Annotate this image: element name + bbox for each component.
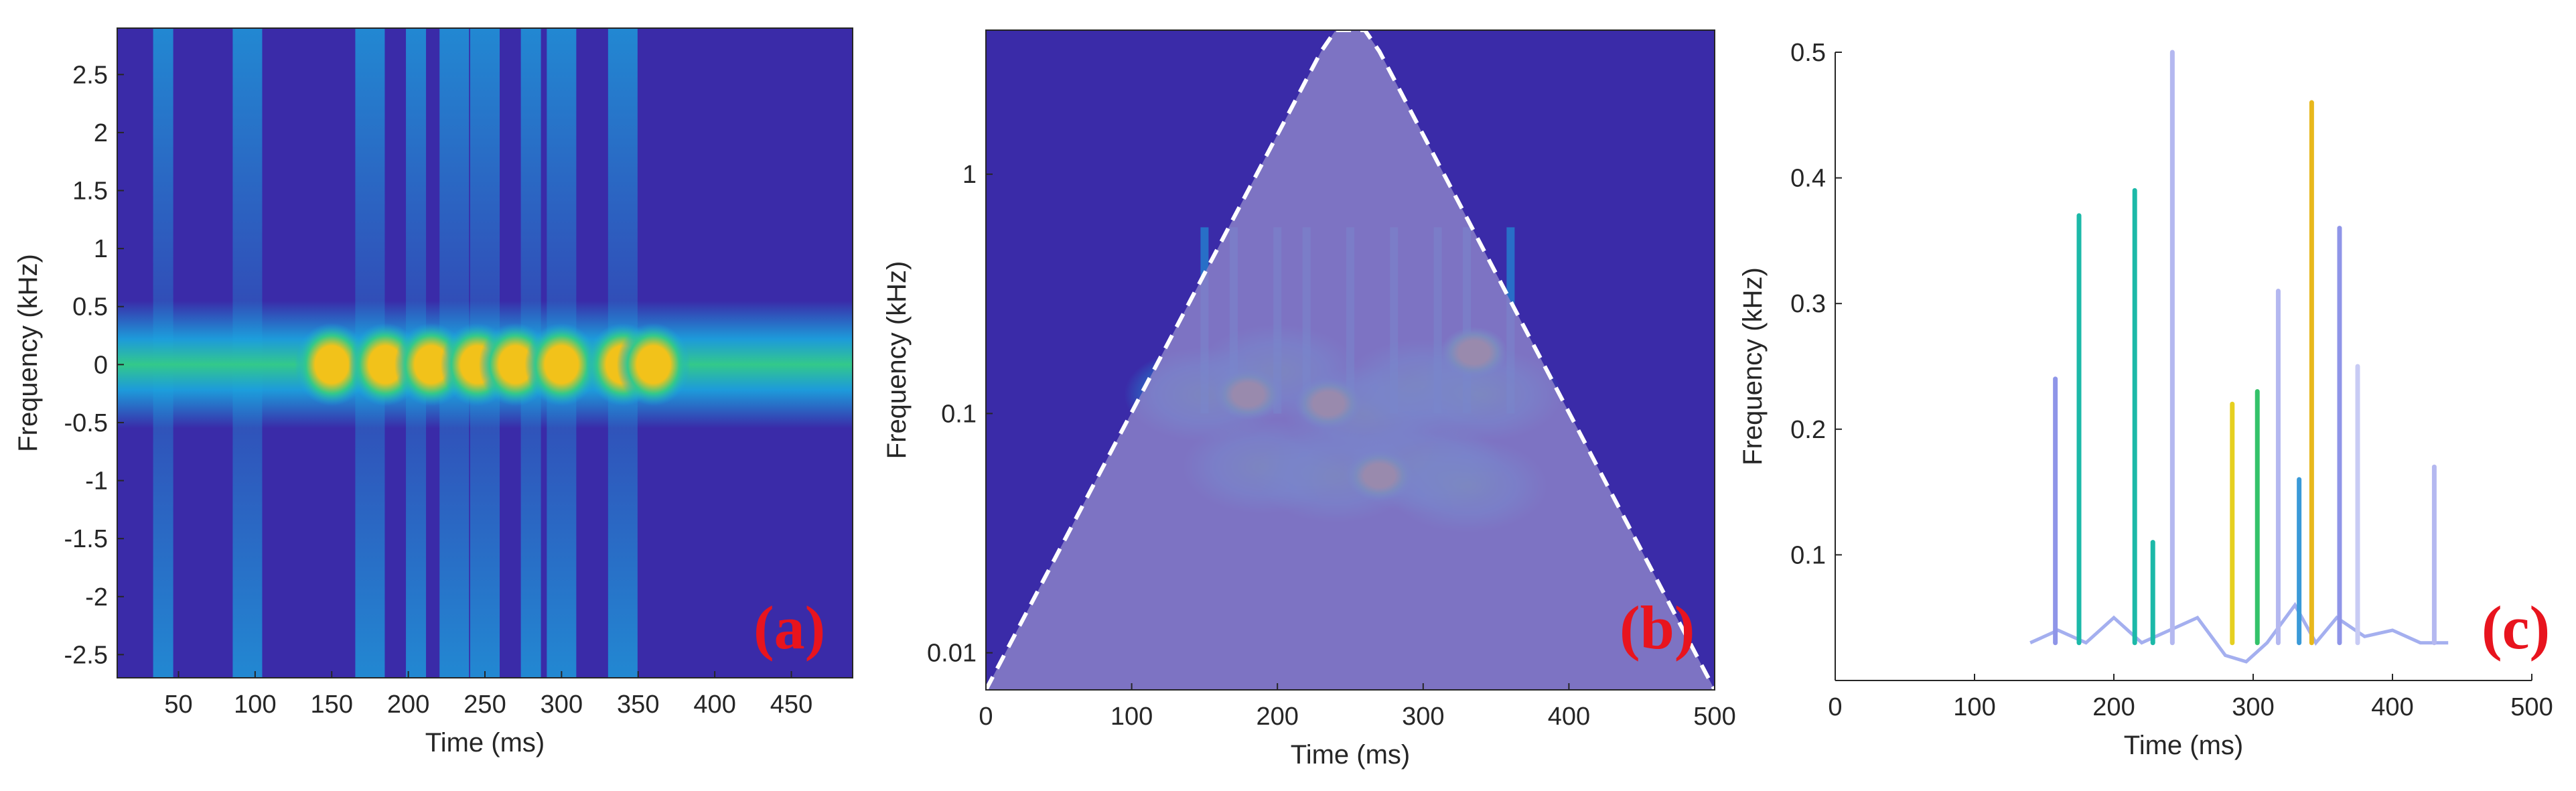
- panel-b-label: (b): [1620, 593, 1695, 662]
- panel-c-baseline-trace: [2029, 601, 2449, 664]
- panel-b-x-axis-label: Time (ms): [1291, 740, 1410, 770]
- panel-a-y-tick-label: 0: [94, 351, 108, 379]
- panel-a-y-tick-label: -2: [85, 583, 108, 612]
- panel-c-y-tick-label: 0.4: [1790, 165, 1826, 193]
- panel-b-coi-line: [986, 30, 1715, 690]
- panel-a-hot-spot: [524, 323, 599, 407]
- panel-c-x-tick-label: 500: [2510, 693, 2553, 721]
- panel-b-x-tick-label: 400: [1548, 703, 1590, 731]
- panel-a-x-axis-label: Time (ms): [425, 728, 545, 758]
- panel-a-y-tick-label: -1.5: [64, 525, 108, 553]
- panel-c-x-axis-label: Time (ms): [2124, 731, 2243, 760]
- panel-a-y-tick-label: 1.5: [72, 177, 108, 206]
- panel-a-x-tick-label: 50: [164, 691, 192, 719]
- panel-b-y-axis-label: Frequency (kHz): [882, 261, 912, 459]
- panel-a-x-tick-label: 150: [311, 691, 353, 719]
- panel-a-hot-spot: [295, 323, 369, 407]
- panel-a-x-tick-label: 100: [234, 691, 276, 719]
- panel-a-x-tick-label: 450: [770, 691, 812, 719]
- panel-c-plot-area: [1835, 52, 2532, 680]
- panel-b: 0 100 200 300 400 500 0.01 0.1 1 Time (ms) Frequen…: [882, 29, 1736, 770]
- panel-c-label: (c): [2482, 593, 2550, 662]
- panel-c-x-tick-label: 0: [1828, 693, 1842, 721]
- panel-a-x-tick-label: 200: [387, 691, 429, 719]
- panel-b-axes-frame: [985, 29, 1715, 691]
- panel-a-y-axis-label: Frequency (kHz): [13, 254, 43, 452]
- panel-a-label: (a): [754, 593, 825, 662]
- panel-a-y-tick-label: -0.5: [64, 409, 108, 437]
- panel-a-x-tick-label: 400: [693, 691, 735, 719]
- panel-a-x-tick-label: 300: [541, 691, 583, 719]
- panel-b-y-tick-label: 1: [962, 161, 977, 189]
- panel-a-x-tick-label: 250: [463, 691, 506, 719]
- panel-a-y-tick-label: -2.5: [64, 641, 108, 669]
- panel-a-y-tick-label: 2.5: [72, 61, 108, 89]
- panel-a: 50 100 150 200 250 300 350 400 450 -2.5 -2 -1.5 -1 -0…: [13, 27, 853, 758]
- panel-c: 0 100 200 300 400 500 0.1 0.2 0.3 0.4 0.5 Time (ms)…: [1738, 39, 2553, 760]
- panel-a-y-tick-label: 0.5: [72, 293, 108, 321]
- panel-b-x-tick-label: 0: [979, 703, 993, 731]
- panel-a-y-tick-label: -1: [85, 468, 108, 496]
- panel-c-x-tick-label: 300: [2232, 693, 2274, 721]
- panel-c-y-tick-label: 0.2: [1790, 416, 1826, 444]
- panel-b-x-tick-label: 200: [1256, 703, 1298, 731]
- panel-b-x-tick-label: 500: [1693, 703, 1735, 731]
- panel-b-x-tick-label: 300: [1402, 703, 1444, 731]
- panel-c-x-tick-label: 100: [1953, 693, 1995, 721]
- panel-a-y-tick-label: 2: [94, 119, 108, 147]
- panel-a-x-tick-label: 350: [617, 691, 659, 719]
- panel-b-y-tick-label: 0.01: [927, 640, 977, 668]
- panel-c-y-tick-label: 0.5: [1790, 39, 1826, 67]
- panel-c-y-tick-label: 0.3: [1790, 290, 1826, 318]
- panel-c-y-tick-label: 0.1: [1790, 541, 1826, 569]
- panel-c-x-tick-label: 200: [2092, 693, 2135, 721]
- panel-c-y-axis-label: Frequency (kHz): [1738, 267, 1768, 465]
- panel-b-y-tick-label: 0.1: [941, 400, 977, 428]
- panel-a-hot-spot: [616, 323, 691, 407]
- panel-a-y-tick-label: 1: [94, 235, 108, 263]
- panel-b-x-tick-label: 100: [1111, 703, 1153, 731]
- panel-b-coi-shade: [986, 30, 1715, 690]
- panel-c-x-tick-label: 400: [2371, 693, 2413, 721]
